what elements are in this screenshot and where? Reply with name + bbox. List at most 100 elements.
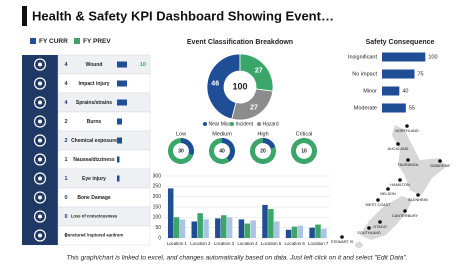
legend-dot xyxy=(230,122,234,126)
row-icon-dot xyxy=(38,157,42,162)
place-label: NORTHLAND xyxy=(395,129,419,133)
bar xyxy=(262,204,268,238)
row-value: 2 xyxy=(64,138,67,144)
stewart-island xyxy=(355,242,363,248)
place-label: SOUTHLAND xyxy=(357,231,381,235)
bar xyxy=(297,225,304,238)
bar xyxy=(315,224,321,238)
x-tick-label: Location 1 xyxy=(167,241,188,246)
x-tick-label: Location 5 xyxy=(261,241,282,246)
map-pin xyxy=(406,158,410,162)
row-value: 0 xyxy=(64,233,67,239)
place-label: HAMILTON xyxy=(390,183,410,187)
row-icon-dot xyxy=(38,100,42,105)
gauge-track xyxy=(290,138,317,165)
title-accent xyxy=(22,6,27,26)
map-pin xyxy=(438,159,442,163)
bar xyxy=(274,221,280,238)
hbar xyxy=(382,103,406,113)
category-label: No impact xyxy=(352,71,377,77)
slice-label: 46 xyxy=(211,81,219,88)
bar xyxy=(191,221,198,238)
row-icon-dot xyxy=(38,214,42,219)
legend-label: Near Miss xyxy=(209,121,232,127)
row-value: 4 xyxy=(64,81,68,87)
row-label: Impact injury xyxy=(78,81,109,87)
legend-label: FY PREV xyxy=(83,38,111,45)
table-row xyxy=(57,225,151,246)
row-label: Nausea/dizziness xyxy=(73,157,115,163)
row-prev: 10 xyxy=(140,62,146,68)
chart-title: Event Classification Breakdown xyxy=(187,39,293,46)
row-bar xyxy=(117,80,127,87)
row-bar xyxy=(117,156,120,163)
row-icon xyxy=(33,229,47,242)
gauge-label: Low xyxy=(176,131,186,137)
category-label: Moderate xyxy=(354,105,377,111)
chart-title: Safety Consequence xyxy=(366,39,435,46)
row-value: 0 xyxy=(64,195,67,201)
row-value: 0 xyxy=(64,214,67,220)
bar xyxy=(244,223,251,238)
row-icon xyxy=(33,58,47,71)
place-label: STEWART IS xyxy=(331,240,354,244)
row-value: 2 xyxy=(64,119,67,125)
bar xyxy=(203,219,209,238)
x-tick-label: Location 6 xyxy=(285,241,306,246)
row-icon-dot xyxy=(38,138,42,143)
map-pin xyxy=(378,220,382,224)
map-pin xyxy=(376,198,380,202)
gauge-label: Critical xyxy=(296,131,313,137)
y-tick-label: 200 xyxy=(153,194,162,200)
pie-slice xyxy=(231,88,274,121)
bar xyxy=(226,217,233,238)
row-icon xyxy=(33,153,47,166)
row-icon-dot xyxy=(38,119,42,124)
table-row xyxy=(57,111,151,132)
pie-total: 100 xyxy=(232,81,247,91)
y-tick-label: 300 xyxy=(153,173,162,179)
row-bar xyxy=(117,99,127,106)
table-row xyxy=(57,54,151,75)
gauge-label: Medium xyxy=(212,131,232,137)
row-icon-dot xyxy=(38,176,42,181)
row-label: Loss of consciousness xyxy=(71,214,118,219)
x-tick-label: Location 7 xyxy=(308,241,329,246)
value-label: 100 xyxy=(428,54,437,60)
map-pin xyxy=(367,226,371,230)
legend-label: FY CURR xyxy=(39,38,68,45)
row-bar xyxy=(117,137,122,144)
bar xyxy=(309,227,315,238)
legend-dot xyxy=(257,122,261,126)
row-bar xyxy=(117,61,127,68)
place-label: AUCKLAND xyxy=(388,147,409,151)
footer-note: This graph/chart is linked to excel, and… xyxy=(67,255,408,262)
bar xyxy=(197,213,203,238)
place-label: TAURANGA xyxy=(398,163,419,167)
map-pin xyxy=(405,124,409,128)
map-pin xyxy=(416,193,420,197)
bar xyxy=(215,218,221,238)
legend-swatch xyxy=(30,38,36,44)
legend-swatch xyxy=(74,38,80,44)
bar xyxy=(238,219,245,238)
title: Health & Safety KPI Dashboard Showing Ev… xyxy=(32,8,334,23)
place-label: NELSON xyxy=(380,192,396,196)
bar xyxy=(291,226,298,238)
pie-center xyxy=(225,72,255,102)
row-bar xyxy=(117,175,120,182)
map-pin xyxy=(340,235,344,239)
gauge-value-label: 10 xyxy=(301,148,307,154)
gauge-value xyxy=(181,138,194,156)
row-label: Sprains/strains xyxy=(76,100,112,106)
row-icon-dot xyxy=(38,233,42,238)
bar xyxy=(250,220,256,238)
category-label: Insignificant xyxy=(348,54,378,60)
place-label: WEST COAST xyxy=(365,203,391,207)
row-icon-dot xyxy=(38,81,42,86)
row-icon xyxy=(33,172,47,185)
map-pin xyxy=(403,209,407,213)
row-bar xyxy=(117,118,122,125)
row-value: 1 xyxy=(64,176,67,182)
row-icon xyxy=(33,191,47,204)
